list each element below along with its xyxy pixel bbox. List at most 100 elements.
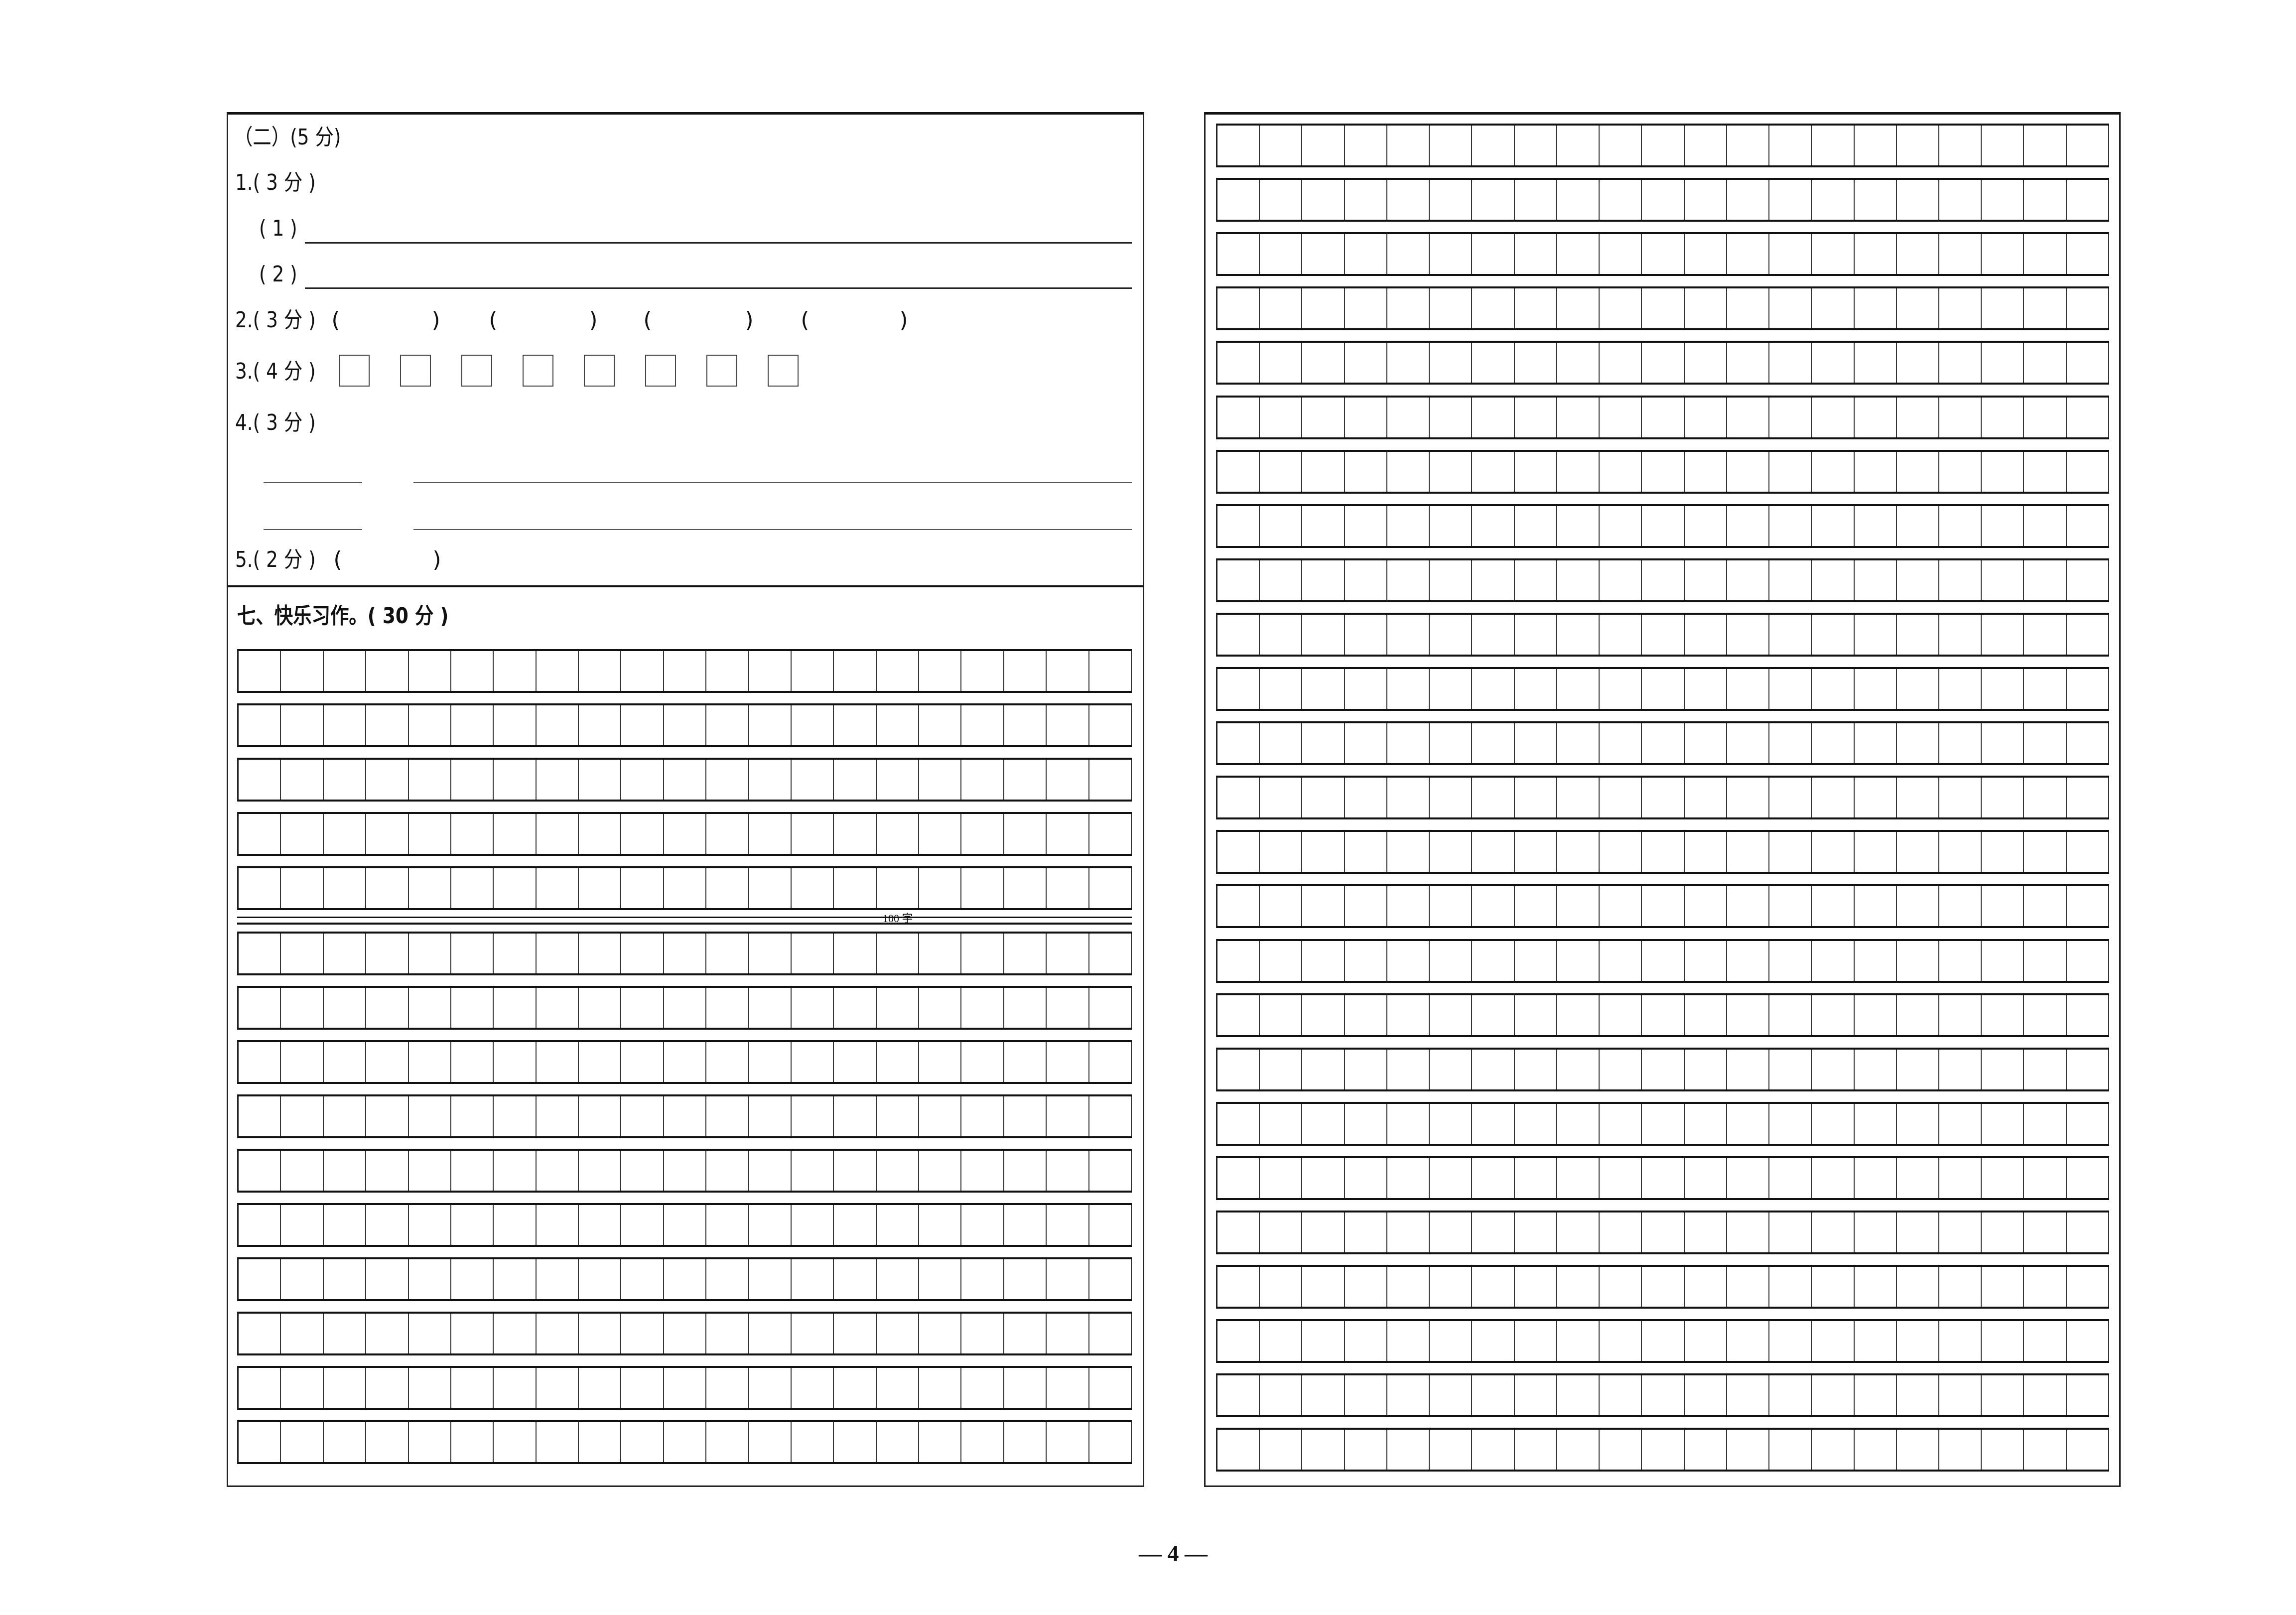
writing-cell[interactable] — [1047, 651, 1089, 691]
writing-cell[interactable] — [1515, 941, 1557, 981]
writing-cell[interactable] — [494, 1096, 537, 1136]
writing-cell[interactable] — [324, 651, 367, 691]
writing-cell[interactable] — [919, 868, 962, 908]
writing-cell[interactable] — [621, 1314, 664, 1353]
writing-cell[interactable] — [1642, 669, 1685, 709]
writing-cell[interactable] — [1982, 886, 2025, 927]
writing-cell[interactable] — [1939, 506, 1982, 546]
writing-cell[interactable] — [877, 1096, 919, 1136]
writing-cell[interactable] — [1685, 1430, 1727, 1470]
writing-cell[interactable] — [1727, 669, 1770, 709]
writing-cell[interactable] — [1642, 451, 1685, 492]
writing-cell[interactable] — [1897, 343, 1939, 383]
writing-cell[interactable] — [1217, 1212, 1260, 1252]
writing-cell[interactable] — [1430, 343, 1473, 383]
writing-cell[interactable] — [1472, 126, 1515, 165]
writing-cell[interactable] — [451, 651, 494, 691]
writing-cell[interactable] — [1769, 1049, 1812, 1089]
writing-cell[interactable] — [1515, 1375, 1557, 1416]
writing-cell[interactable] — [1982, 397, 2025, 437]
writing-cell[interactable] — [1897, 560, 1939, 600]
writing-cell[interactable] — [1430, 1049, 1473, 1089]
writing-cell[interactable] — [2067, 343, 2109, 383]
writing-cell[interactable] — [1769, 1103, 1812, 1144]
writing-cell[interactable] — [1387, 941, 1430, 981]
writing-cell[interactable] — [1939, 126, 1982, 165]
writing-cell[interactable] — [1685, 343, 1727, 383]
writing-cell[interactable] — [2067, 288, 2109, 329]
writing-cell[interactable] — [1812, 397, 1855, 437]
writing-cell[interactable] — [664, 1096, 707, 1136]
writing-cell[interactable] — [579, 651, 622, 691]
writing-cell[interactable] — [664, 651, 707, 691]
writing-cell[interactable] — [1812, 995, 1855, 1035]
writing-cell[interactable] — [1260, 1049, 1303, 1089]
writing-cell[interactable] — [706, 1042, 749, 1082]
writing-cell[interactable] — [1047, 760, 1089, 800]
writing-cell[interactable] — [1642, 614, 1685, 655]
writing-cell[interactable] — [919, 1096, 962, 1136]
writing-cell[interactable] — [1685, 886, 1727, 927]
writing-cell[interactable] — [2067, 234, 2109, 274]
writing-cell[interactable] — [1302, 126, 1345, 165]
writing-cell[interactable] — [1047, 1368, 1089, 1408]
writing-cell[interactable] — [1472, 1212, 1515, 1252]
writing-cell[interactable] — [706, 1151, 749, 1191]
writing-cell[interactable] — [281, 760, 324, 800]
writing-cell[interactable] — [1897, 180, 1939, 220]
writing-cell[interactable] — [792, 1368, 834, 1408]
writing-cell[interactable] — [834, 814, 877, 854]
writing-cell[interactable] — [1557, 1375, 1600, 1416]
writing-cell[interactable] — [1260, 1321, 1303, 1361]
writing-cell[interactable] — [2067, 560, 2109, 600]
writing-cell[interactable] — [1727, 723, 1770, 764]
writing-cell[interactable] — [1600, 778, 1642, 818]
writing-cell[interactable] — [664, 814, 707, 854]
writing-cell[interactable] — [1387, 723, 1430, 764]
writing-cell[interactable] — [1855, 1267, 1897, 1307]
writing-cell[interactable] — [1430, 886, 1473, 927]
writing-cell[interactable] — [1302, 1430, 1345, 1470]
writing-cell[interactable] — [1812, 234, 1855, 274]
writing-cell[interactable] — [1727, 1212, 1770, 1252]
writing-cell[interactable] — [1897, 778, 1939, 818]
writing-cell[interactable] — [664, 934, 707, 973]
writing-cell[interactable] — [1897, 234, 1939, 274]
writing-cell[interactable] — [1812, 560, 1855, 600]
writing-cell[interactable] — [1769, 1158, 1812, 1198]
writing-cell[interactable] — [706, 1422, 749, 1462]
writing-cell[interactable] — [579, 1422, 622, 1462]
writing-cell[interactable] — [664, 1151, 707, 1191]
writing-cell[interactable] — [1812, 1267, 1855, 1307]
writing-cell[interactable] — [749, 1042, 792, 1082]
writing-cell[interactable] — [1557, 288, 1600, 329]
writing-cell[interactable] — [409, 705, 451, 745]
writing-cell[interactable] — [2024, 941, 2067, 981]
writing-cell[interactable] — [494, 934, 537, 973]
writing-cell[interactable] — [961, 1259, 1004, 1299]
writing-cell[interactable] — [792, 988, 834, 1028]
writing-cell[interactable] — [1217, 1158, 1260, 1198]
writing-cell[interactable] — [1430, 180, 1473, 220]
writing-cell[interactable] — [1004, 651, 1047, 691]
writing-cell[interactable] — [1812, 1103, 1855, 1144]
writing-cell[interactable] — [621, 1096, 664, 1136]
writing-cell[interactable] — [324, 1314, 367, 1353]
writing-cell[interactable] — [1387, 669, 1430, 709]
writing-cell[interactable] — [1345, 614, 1387, 655]
writing-cell[interactable] — [1387, 1375, 1430, 1416]
writing-cell[interactable] — [2067, 886, 2109, 927]
writing-cell[interactable] — [1855, 1103, 1897, 1144]
writing-cell[interactable] — [281, 1096, 324, 1136]
writing-cell[interactable] — [1642, 886, 1685, 927]
writing-cell[interactable] — [579, 1096, 622, 1136]
writing-cell[interactable] — [664, 868, 707, 908]
writing-cell[interactable] — [706, 814, 749, 854]
writing-cell[interactable] — [1047, 1422, 1089, 1462]
writing-cell[interactable] — [1897, 1267, 1939, 1307]
writing-cell[interactable] — [1727, 126, 1770, 165]
writing-cell[interactable] — [834, 705, 877, 745]
writing-cell[interactable] — [706, 1368, 749, 1408]
writing-cell[interactable] — [1260, 1103, 1303, 1144]
writing-cell[interactable] — [834, 988, 877, 1028]
